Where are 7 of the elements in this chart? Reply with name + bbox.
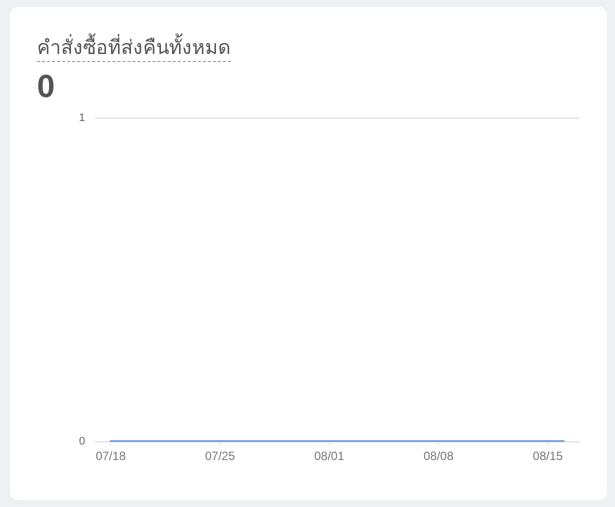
x-tick-label: 08/01 [314, 449, 345, 464]
x-tick-label: 07/25 [204, 449, 236, 464]
x-tick-label: 08/15 [532, 449, 564, 464]
y-tick-label: 1 [78, 112, 86, 124]
chart-subtitle: 0 [37, 68, 55, 104]
x-tick-label: 08/08 [424, 449, 454, 464]
x-tick-label: 07/18 [96, 449, 126, 464]
